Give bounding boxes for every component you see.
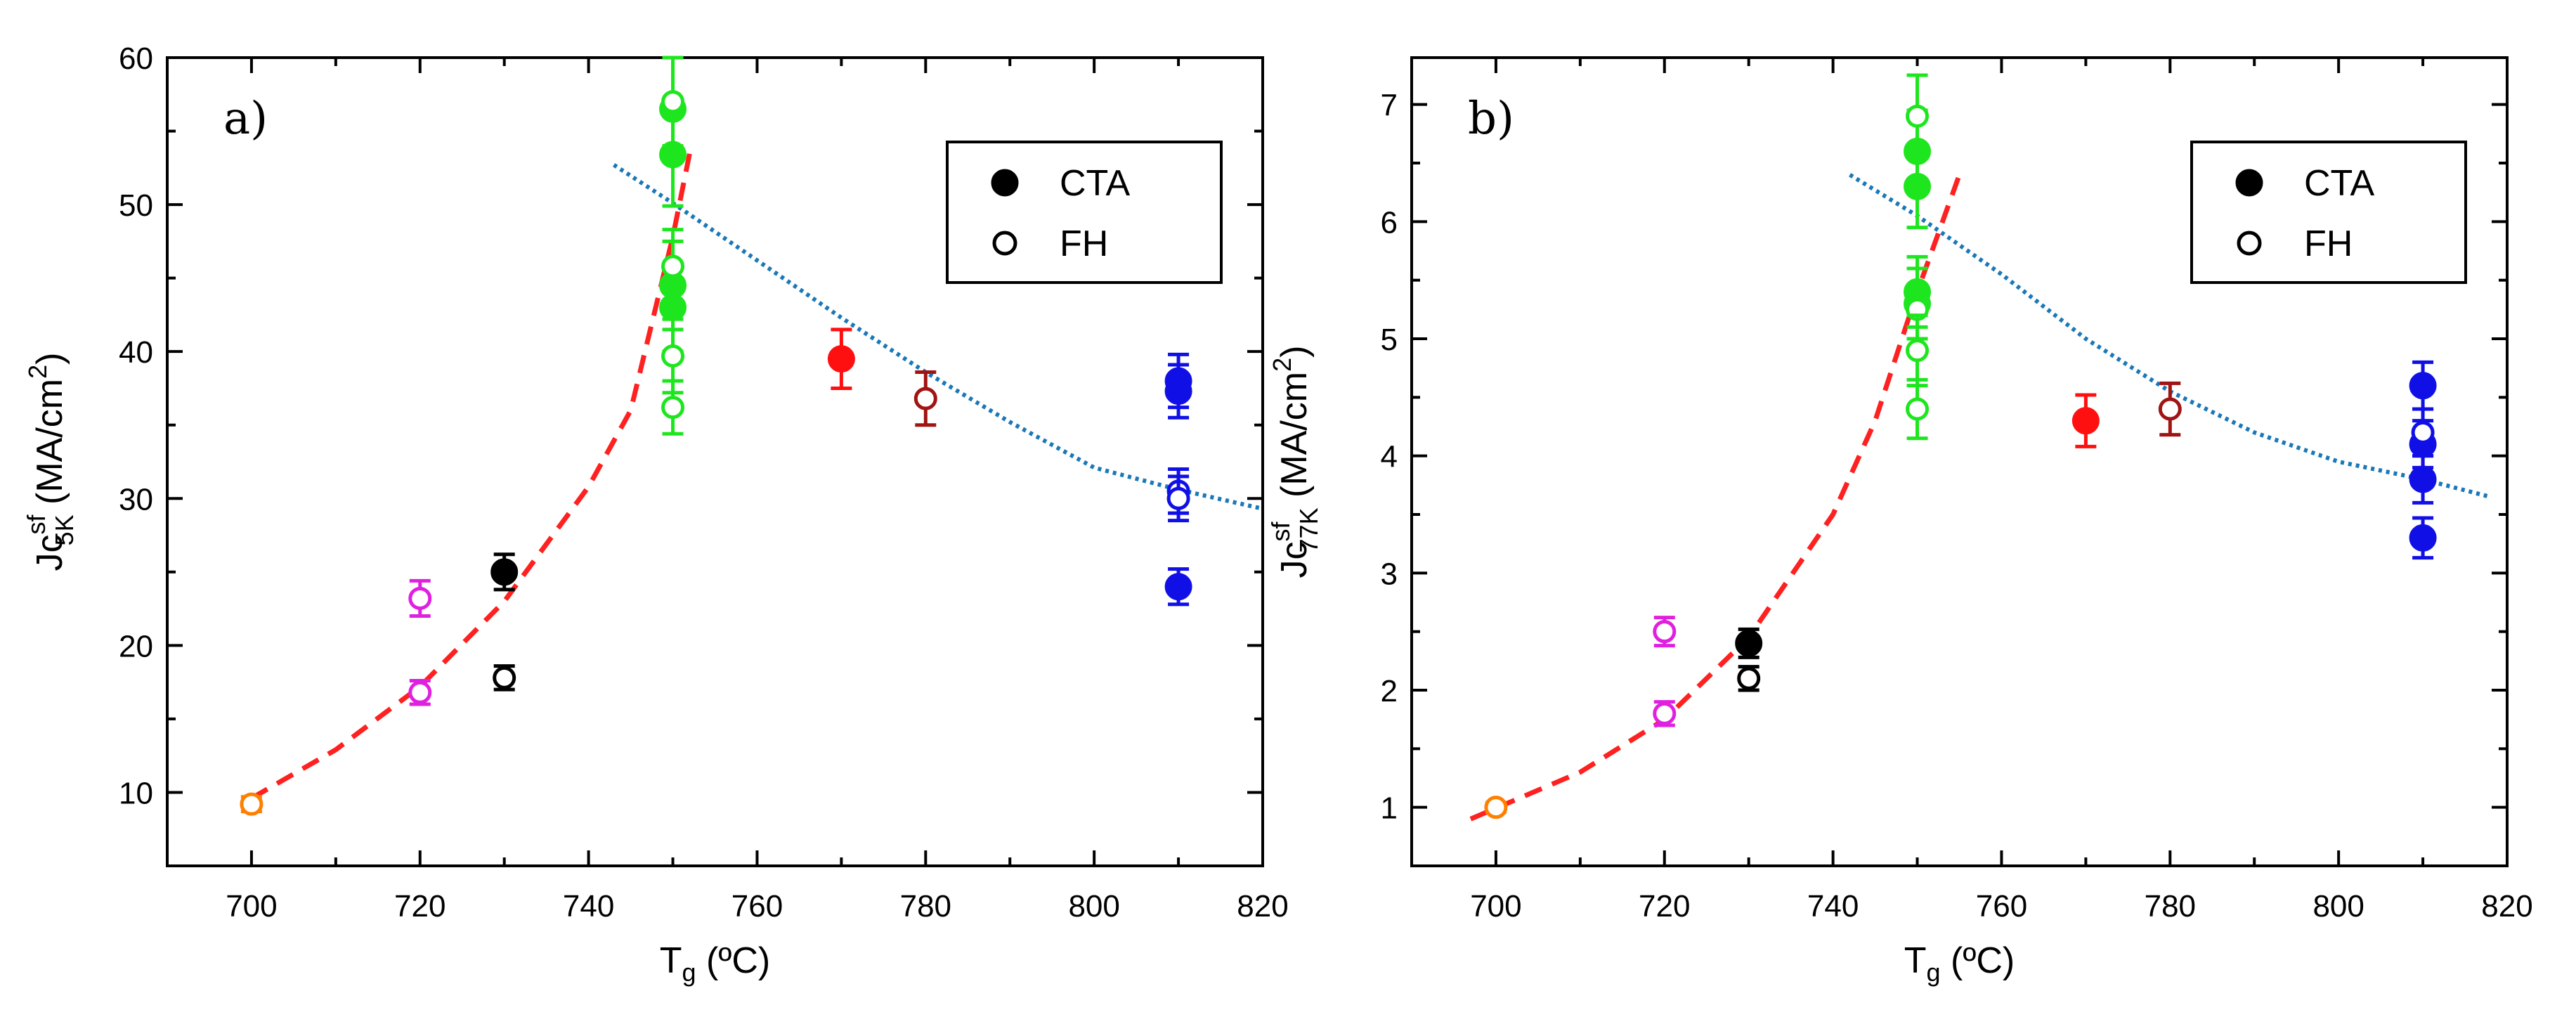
y-tick-label: 6: [1381, 205, 1398, 240]
data-point-open: [1653, 620, 1677, 644]
x-tick-label: 760: [1976, 889, 2027, 923]
x-tick-label: 800: [2312, 889, 2364, 923]
exponential-fit: [250, 153, 692, 801]
legend-marker-open: [992, 231, 1017, 256]
series-730-filled: [1735, 627, 1763, 659]
data-point-open: [240, 792, 264, 816]
data-point-filled: [1164, 377, 1192, 406]
legend-label: FH: [2304, 223, 2353, 264]
series-810-open: [2411, 407, 2435, 458]
data-point-open: [1166, 486, 1190, 510]
y-tick-label: 5: [1381, 323, 1398, 357]
y-tick-label: 20: [119, 629, 153, 663]
series-770-filled: [2071, 393, 2100, 448]
x-tick-label: 820: [1237, 889, 1288, 923]
series-720-open: [1653, 616, 1677, 727]
x-tick-label: 740: [563, 889, 614, 923]
data-point-filled: [2071, 407, 2100, 435]
data-point-open: [1906, 397, 1930, 421]
data-point-filled: [1904, 172, 1932, 200]
data-point-open: [408, 680, 432, 704]
data-point-filled: [2409, 524, 2437, 552]
panel-label: b): [1468, 93, 1514, 145]
y-axis-label: Jcsf77K (MA/cm2): [1266, 346, 1323, 578]
x-tick-label: 800: [1068, 889, 1119, 923]
legend-label: CTA: [2304, 163, 2374, 204]
data-point-filled: [1164, 573, 1192, 601]
data-point-filled: [490, 558, 519, 586]
series-730-open: [493, 664, 516, 692]
legend-marker-open: [2237, 231, 2262, 256]
legend-box: [2190, 141, 2467, 284]
data-point-open: [661, 254, 685, 278]
series-720-open: [408, 578, 432, 706]
series-810-open: [1166, 467, 1190, 523]
data-point-open: [661, 90, 685, 114]
legend-label: CTA: [1060, 163, 1130, 204]
exponential-fit: [1469, 174, 1962, 822]
legend: CTA FH: [946, 141, 1223, 284]
y-axis-label: Jcsf5K (MA/cm2): [22, 353, 79, 571]
panel-a: 700 720 740 760 780 800 820 10 20 30 40 50 60 Tg (ºC)…: [22, 41, 1289, 987]
data-point-open: [2158, 397, 2182, 421]
panel-label: a): [223, 93, 268, 145]
y-tick-label: 60: [119, 41, 153, 76]
plot-frame: [1410, 56, 2509, 867]
series-730-filled: [490, 552, 519, 592]
data-point-open: [493, 666, 516, 689]
data-point-filled: [2409, 372, 2437, 400]
series-780-open: [2158, 381, 2182, 437]
legend-marker-filled: [991, 169, 1019, 197]
data-point-open: [1906, 339, 1930, 363]
x-tick-label: 700: [226, 889, 277, 923]
y-tick-label: 30: [119, 482, 153, 517]
y-tick-label: 10: [119, 776, 153, 810]
panel-b: 700 720 740 760 780 800 820 1 2 3 4 5 6 7 Tg (ºC) Jcsf7…: [1266, 56, 2533, 987]
data-point-open: [661, 344, 685, 368]
y-tick-label: 3: [1381, 557, 1398, 591]
plot-frame: [166, 56, 1264, 867]
data-point-filled: [827, 345, 855, 373]
x-axis-label: Tg (ºC): [660, 940, 770, 987]
series-750-open: [661, 56, 685, 436]
series-770-filled: [827, 328, 855, 390]
data-point-open: [913, 387, 937, 410]
legend-box: [946, 141, 1223, 284]
y-tick-label: 7: [1381, 89, 1398, 123]
data-point-open: [1653, 701, 1677, 725]
series-780-open: [913, 370, 937, 427]
y-tick-label: 2: [1381, 674, 1398, 708]
y-tick-label: 4: [1381, 440, 1398, 474]
x-tick-label: 720: [394, 889, 445, 923]
data-point-open: [408, 586, 432, 610]
legend-marker-filled: [2235, 169, 2263, 197]
legend-label: FH: [1060, 223, 1108, 264]
series-700-open: [1484, 796, 1508, 819]
y-tick-label: 1: [1381, 791, 1398, 826]
series-750-open: [1906, 73, 1930, 441]
data-point-filled: [1735, 629, 1763, 657]
x-tick-label: 780: [900, 889, 951, 923]
y-tick-label: 50: [119, 188, 153, 223]
series-810-filled: [1164, 352, 1192, 607]
x-tick-label: 700: [1470, 889, 1521, 923]
x-axis-label: Tg (ºC): [1904, 940, 2015, 987]
y-tick-label: 40: [119, 335, 153, 370]
legend: CTA FH: [2190, 141, 2467, 284]
x-tick-label: 760: [731, 889, 783, 923]
series-700-open: [240, 792, 264, 816]
series-730-open: [1737, 665, 1761, 692]
data-point-open: [1484, 796, 1508, 819]
x-tick-label: 720: [1639, 889, 1690, 923]
x-tick-label: 820: [2481, 889, 2532, 923]
data-point-open: [1906, 104, 1930, 128]
data-point-open: [1737, 666, 1761, 690]
data-point-open: [661, 396, 685, 420]
data-point-filled: [2409, 465, 2437, 493]
x-tick-label: 780: [2145, 889, 2196, 923]
data-point-open: [2411, 420, 2435, 444]
x-tick-label: 740: [1807, 889, 1859, 923]
series-810-filled: [2409, 360, 2437, 560]
